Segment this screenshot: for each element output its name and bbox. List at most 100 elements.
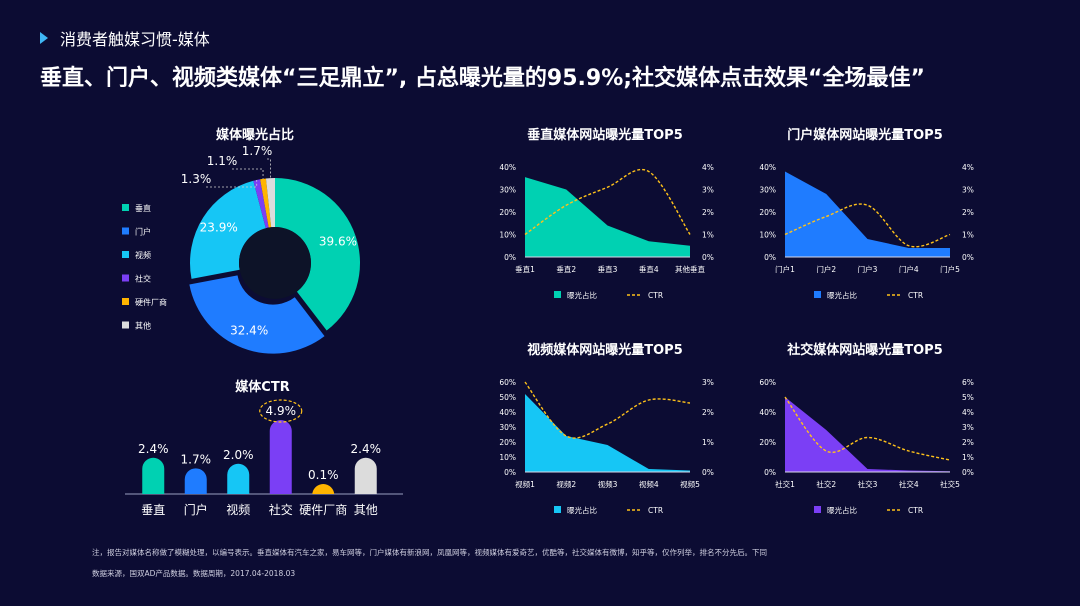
ctr-category-社交: 社交: [269, 502, 293, 517]
x-tick-label: 社交2: [816, 479, 836, 489]
pie-label-社交: 1.3%: [181, 172, 212, 186]
y-tick-label: 40%: [499, 408, 516, 417]
ctr-bar-门户: [184, 468, 207, 494]
pie-chart: 39.6% 32.4% 23.9% 1.3% 1.1% 1.7% 垂直门户视频社交硬件厂商其…: [122, 145, 360, 354]
y-tick-label: 60%: [759, 378, 776, 387]
y-tick-label: 20%: [759, 438, 776, 447]
pie-slice-硬件厂商: [260, 178, 272, 228]
legend-label-视频: 视频: [135, 250, 151, 260]
legend-label-其他: 其他: [135, 321, 151, 331]
legend-label-ctr: CTR: [908, 506, 923, 515]
y-tick-label: 0%: [764, 253, 776, 262]
pie-hole: [239, 227, 311, 299]
section-title-text: 消费者触媒习惯-媒体: [60, 30, 210, 49]
area-series-exposure: [785, 397, 950, 472]
ctr-value-其他: 2.4%: [351, 442, 382, 456]
legend-swatch-exposure: [554, 291, 561, 298]
x-tick-label: 门户5: [940, 264, 960, 274]
page-headline: 垂直、门户、视频类媒体“三足鼎立”, 占总曝光量的95.9%;社交媒体点击效果“…: [40, 66, 925, 91]
y2-tick-label: 3%: [702, 186, 714, 195]
y2-tick-label: 0%: [702, 253, 714, 262]
pie-slice-垂直: [275, 178, 360, 331]
ctr-bar-社交: [269, 420, 292, 494]
y2-tick-label: 6%: [962, 378, 974, 387]
legend-label-垂直: 垂直: [135, 203, 151, 213]
ctr-highlight-ring: [259, 399, 303, 423]
ctr-category-硬件厂商: 硬件厂商: [299, 502, 347, 517]
x-tick-label: 社交3: [858, 479, 878, 489]
ctr-bar-硬件厂商: [312, 484, 335, 495]
y2-tick-label: 2%: [962, 438, 974, 447]
y-tick-label: 0%: [504, 468, 516, 477]
legend-swatch-门户: [122, 227, 129, 235]
pie-slice-社交: [253, 179, 269, 229]
y-tick-label: 50%: [499, 393, 516, 402]
x-tick-label: 门户2: [816, 264, 836, 274]
legend-label-ctr: CTR: [908, 291, 923, 300]
y-tick-label: 10%: [759, 231, 776, 240]
pie-leader-其他: [267, 158, 271, 179]
y-tick-label: 20%: [499, 208, 516, 217]
y-tick-label: 10%: [499, 231, 516, 240]
ctr-bar-其他: [354, 457, 377, 494]
legend-label-硬件厂商: 硬件厂商: [135, 297, 167, 307]
ctr-category-垂直: 垂直: [141, 503, 165, 517]
x-tick-label: 视频3: [598, 479, 618, 489]
x-tick-label: 视频5: [680, 479, 700, 489]
x-tick-label: 社交5: [940, 479, 960, 489]
legend-swatch-exposure: [814, 506, 821, 513]
triangle-bullet-icon: [40, 32, 48, 44]
legend-swatch-社交: [122, 274, 129, 282]
x-tick-label: 视频4: [639, 479, 659, 489]
legend-label-ctr: CTR: [648, 291, 663, 300]
x-tick-label: 垂直2: [556, 264, 576, 274]
y2-tick-label: 3%: [702, 378, 714, 387]
area-series-exposure: [525, 394, 690, 472]
ctr-category-其他: 其他: [354, 503, 378, 517]
y-tick-label: 0%: [504, 253, 516, 262]
pie-slice-门户: [189, 275, 325, 354]
y2-tick-label: 1%: [702, 231, 714, 240]
legend-label-exposure: 曝光占比: [567, 290, 597, 300]
x-tick-label: 社交4: [899, 479, 919, 489]
pie-label-视频: 23.9%: [200, 221, 238, 235]
y2-tick-label: 5%: [962, 393, 974, 402]
ctr-category-门户: 门户: [184, 502, 208, 517]
ctr-bar-chart: 2.4% 垂直 1.7% 门户 2.0% 视频 4.9% 社交 0.1% 硬件厂商 2.4% 其他: [125, 399, 403, 517]
pie-slice-视频: [190, 180, 266, 279]
ctr-bar-垂直: [142, 457, 165, 494]
x-tick-label: 垂直4: [639, 264, 659, 274]
y2-tick-label: 4%: [702, 163, 714, 172]
x-tick-label: 其他垂直: [675, 264, 705, 274]
legend-label-社交: 社交: [135, 274, 151, 284]
line-series-ctr: [784, 396, 951, 461]
portal-top5-title: 门户媒体网站曝光量TOP5: [787, 128, 943, 143]
y2-tick-label: 0%: [702, 468, 714, 477]
ctr-value-视频: 2.0%: [223, 448, 254, 462]
pie-label-其他: 1.7%: [242, 145, 273, 158]
section-title: 消费者触媒习惯-媒体: [40, 26, 210, 50]
vertical-top5-title: 垂直媒体网站曝光量TOP5: [527, 128, 683, 143]
ctr-bar-视频: [227, 463, 250, 494]
vertical-top5-chart: 0% 10% 20% 30% 40% 0% 1% 2% 3% 4% 垂直1 垂直2 垂直3 垂直4 其他垂直…: [499, 163, 714, 300]
legend-swatch-垂直: [122, 204, 129, 211]
ctr-value-社交: 4.9%: [266, 404, 297, 418]
legend-label-exposure: 曝光占比: [827, 290, 857, 300]
legend-label-exposure: 曝光占比: [567, 505, 597, 515]
y2-tick-label: 2%: [702, 208, 714, 217]
data-source: 数据来源，国双AD产品数据。数据周期，2017.04-2018.03: [92, 569, 296, 578]
x-tick-label: 视频1: [515, 479, 535, 489]
pie-leader-社交: [206, 179, 258, 188]
y-tick-label: 60%: [499, 378, 516, 387]
video-top5-chart: 0% 10% 20% 30% 40% 50% 60% 0% 1% 2% 3% 视频1 视频2 视频3 视频4…: [499, 378, 714, 515]
x-tick-label: 垂直1: [515, 264, 535, 274]
legend-swatch-exposure: [554, 506, 561, 513]
pie-label-门户: 32.4%: [230, 324, 268, 338]
y2-tick-label: 2%: [702, 408, 714, 417]
legend-swatch-视频: [122, 251, 129, 258]
ctr-value-垂直: 2.4%: [138, 442, 169, 456]
legend-label-门户: 门户: [135, 227, 151, 237]
y-tick-label: 30%: [499, 186, 516, 195]
line-series-ctr: [784, 203, 951, 248]
y2-tick-label: 4%: [962, 408, 974, 417]
